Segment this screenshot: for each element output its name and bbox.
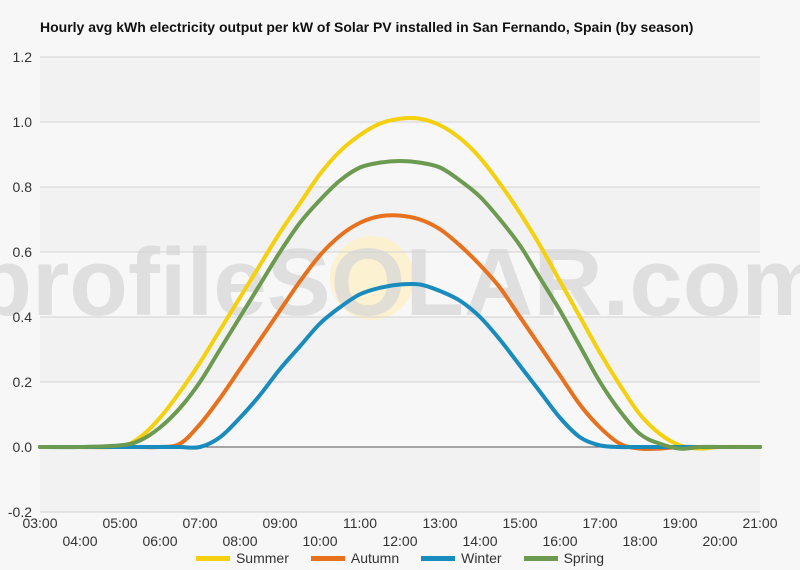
y-tick-label: -0.2	[8, 504, 32, 520]
x-tick-label: 08:00	[222, 533, 257, 549]
series-line-spring	[38, 159, 762, 451]
x-tick-label: 11:00	[343, 515, 377, 531]
y-tick-label: 0.2	[13, 374, 33, 390]
legend-label-summer: Summer	[235, 550, 289, 566]
x-tick-label: 14:00	[462, 533, 497, 549]
legend-item-winter[interactable]: Winter	[421, 550, 502, 566]
legend-label-autumn: Autumn	[350, 550, 400, 566]
x-tick-label: 06:00	[142, 533, 177, 549]
x-tick-label: 05:00	[102, 515, 137, 531]
x-tick-label: 13:00	[422, 515, 457, 531]
series-line-summer	[38, 116, 762, 451]
y-tick-label: 1.2	[13, 49, 33, 65]
legend-label-spring: Spring	[563, 550, 605, 566]
y-tick-label: 0.8	[13, 179, 33, 195]
plot-band	[40, 57, 760, 122]
legend-item-summer[interactable]: Summer	[195, 550, 289, 566]
plot-bands	[40, 57, 760, 512]
x-tick-label: 10:00	[302, 533, 337, 549]
legend-label-winter: Winter	[461, 550, 502, 566]
series-line-winter	[38, 281, 762, 450]
chart-title: Hourly avg kWh electricity output per kW…	[40, 19, 694, 35]
y-tick-label: 1.0	[13, 114, 33, 130]
x-tick-label: 03:00	[22, 515, 57, 531]
legend-swatch-winter	[421, 555, 456, 561]
x-tick-label: 07:00	[182, 515, 217, 531]
x-tick-label: 15:00	[502, 515, 537, 531]
chart-legend: Summer Autumn Winter Spring	[0, 550, 800, 566]
series-lines	[38, 116, 762, 452]
legend-swatch-spring	[523, 555, 558, 561]
plot-band	[40, 447, 760, 512]
x-tick-label: 21:00	[742, 515, 777, 531]
x-tick-label: 17:00	[582, 515, 617, 531]
legend-swatch-summer	[195, 555, 230, 561]
y-tick-label: 0.0	[13, 439, 33, 455]
legend-swatch-autumn	[310, 555, 345, 561]
x-tick-label: 19:00	[662, 515, 697, 531]
x-tick-label: 20:00	[702, 533, 737, 549]
x-tick-label: 09:00	[262, 515, 297, 531]
x-tick-label: 04:00	[62, 533, 97, 549]
plot-band	[40, 187, 760, 252]
x-axis: 03:00 05:00 07:00 09:00 11:00 13:00 15:00 17:00…	[22, 515, 777, 549]
plot-band	[40, 317, 760, 382]
x-tick-label: 12:00	[382, 533, 417, 549]
x-tick-label: 18:00	[622, 533, 657, 549]
y-tick-label: 0.6	[13, 244, 33, 260]
legend-item-autumn[interactable]: Autumn	[310, 550, 400, 566]
x-tick-label: 16:00	[542, 533, 577, 549]
legend-item-spring[interactable]: Spring	[523, 550, 605, 566]
y-tick-label: 0.4	[13, 309, 33, 325]
